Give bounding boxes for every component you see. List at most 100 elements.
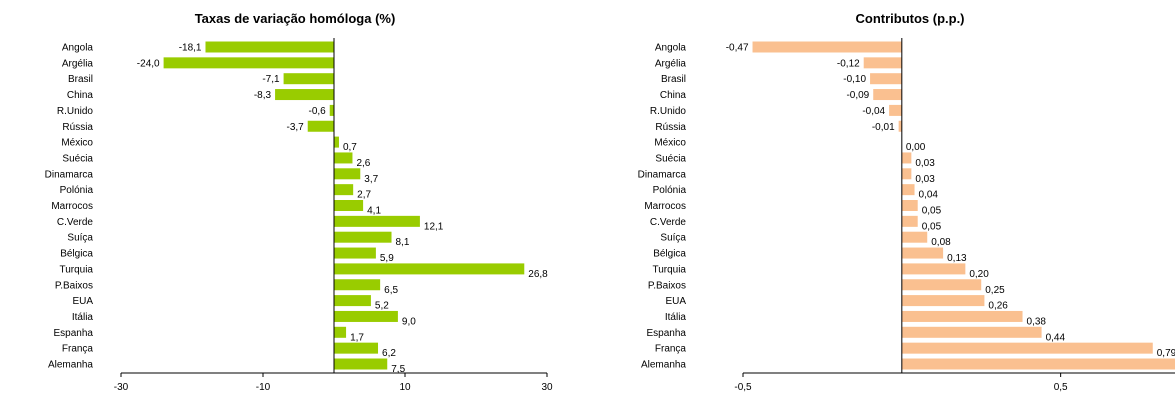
data-label: -0,09 bbox=[846, 90, 869, 101]
data-label: 5,2 bbox=[375, 301, 389, 312]
chart-contributos: Contributos (p.p.) Angola -0,47 Argélia -0,1… bbox=[638, 11, 1175, 393]
data-label: -3,7 bbox=[286, 122, 304, 133]
bar bbox=[901, 342, 1153, 354]
category-label: EUA bbox=[665, 296, 686, 307]
category-label: Itália bbox=[665, 312, 687, 323]
data-label: 0,25 bbox=[985, 285, 1005, 296]
category-label: C.Verde bbox=[650, 217, 687, 228]
data-label: 6,2 bbox=[382, 348, 396, 359]
bar bbox=[334, 184, 354, 196]
category-label: Alemanha bbox=[48, 360, 93, 371]
bar bbox=[870, 73, 902, 85]
category-label: Marrocos bbox=[51, 201, 93, 212]
bar bbox=[334, 263, 525, 275]
bar bbox=[898, 120, 902, 132]
category-label: Itália bbox=[72, 312, 94, 323]
category-label: Argélia bbox=[655, 58, 687, 69]
category-label: R.Unido bbox=[650, 106, 687, 117]
tick-label: -10 bbox=[256, 382, 271, 393]
tick-label: 30 bbox=[541, 382, 553, 393]
data-label: -0,47 bbox=[726, 43, 749, 54]
chart-taxas-variacao: Taxas de variação homóloga (%) Angola -18,… bbox=[45, 11, 553, 393]
chart-title: Taxas de variação homóloga (%) bbox=[195, 11, 396, 26]
bar bbox=[334, 279, 381, 291]
data-label: 1,7 bbox=[350, 332, 364, 343]
category-label: Bélgica bbox=[60, 249, 93, 260]
data-label: 5,9 bbox=[380, 253, 394, 264]
bar bbox=[901, 215, 918, 227]
category-label: Rússia bbox=[655, 122, 686, 133]
bar bbox=[283, 73, 334, 85]
bar bbox=[334, 326, 347, 338]
category-label: Suíça bbox=[660, 233, 686, 244]
data-label: -0,10 bbox=[843, 74, 866, 85]
bar bbox=[901, 152, 912, 164]
category-label: França bbox=[655, 344, 687, 355]
bar bbox=[334, 200, 364, 211]
bar bbox=[334, 136, 339, 148]
category-label: P.Baixos bbox=[648, 280, 686, 291]
category-label: Polónia bbox=[653, 185, 687, 196]
category-label: Bélgica bbox=[653, 249, 686, 260]
data-label: 3,7 bbox=[364, 174, 378, 185]
data-label: 2,7 bbox=[357, 190, 371, 201]
category-label: China bbox=[660, 90, 687, 101]
category-label: Rússia bbox=[62, 122, 93, 133]
category-label: EUA bbox=[72, 296, 93, 307]
bar bbox=[334, 358, 388, 370]
data-label: 0,00 bbox=[906, 142, 926, 153]
category-label: China bbox=[67, 90, 94, 101]
bar bbox=[334, 295, 371, 307]
category-label: Turquia bbox=[652, 264, 686, 275]
data-label: -0,12 bbox=[837, 58, 860, 69]
data-label: -0,01 bbox=[872, 122, 895, 133]
tick-label: -0,5 bbox=[734, 382, 752, 393]
data-label: -0,6 bbox=[309, 106, 327, 117]
bar bbox=[901, 295, 985, 307]
category-label: Marrocos bbox=[644, 201, 686, 212]
data-label: 0,7 bbox=[343, 142, 357, 153]
category-label: Suíça bbox=[67, 233, 93, 244]
data-label: -8,3 bbox=[254, 90, 272, 101]
bar bbox=[901, 231, 928, 243]
bar bbox=[752, 41, 902, 53]
category-label: Brasil bbox=[661, 74, 686, 85]
bar bbox=[901, 326, 1042, 338]
category-label: Espanha bbox=[647, 328, 687, 339]
bar bbox=[863, 57, 902, 69]
data-label: 0,03 bbox=[915, 174, 935, 185]
bar bbox=[901, 168, 912, 180]
category-label: México bbox=[654, 138, 686, 149]
bar bbox=[334, 215, 420, 227]
category-label: Angola bbox=[62, 43, 94, 54]
category-label: Espanha bbox=[54, 328, 94, 339]
bar bbox=[901, 247, 944, 259]
bar bbox=[205, 41, 334, 53]
category-label: Turquia bbox=[59, 264, 93, 275]
data-label: 0,03 bbox=[915, 158, 935, 169]
bar bbox=[307, 120, 334, 132]
category-label: R.Unido bbox=[57, 106, 94, 117]
chart-title: Contributos (p.p.) bbox=[855, 11, 964, 26]
category-label: Brasil bbox=[68, 74, 93, 85]
category-label: P.Baixos bbox=[55, 280, 93, 291]
bar bbox=[334, 247, 376, 259]
category-label: Dinamarca bbox=[638, 169, 687, 180]
bar bbox=[873, 89, 902, 101]
tick-label: 10 bbox=[399, 382, 411, 393]
category-label: Argélia bbox=[62, 58, 94, 69]
category-label: C.Verde bbox=[57, 217, 94, 228]
category-label: Dinamarca bbox=[45, 169, 94, 180]
category-label: Suécia bbox=[655, 153, 686, 164]
data-label: 9,0 bbox=[402, 316, 416, 327]
bar bbox=[901, 279, 982, 291]
data-label: -24,0 bbox=[137, 58, 160, 69]
tick-label: -30 bbox=[114, 382, 129, 393]
bar bbox=[334, 231, 392, 243]
data-label: 4,1 bbox=[367, 206, 381, 217]
category-label: Angola bbox=[655, 43, 687, 54]
data-label: 12,1 bbox=[424, 221, 444, 232]
data-label: -7,1 bbox=[262, 74, 280, 85]
data-label: 0,20 bbox=[969, 269, 989, 280]
data-label: 0,05 bbox=[922, 206, 942, 217]
